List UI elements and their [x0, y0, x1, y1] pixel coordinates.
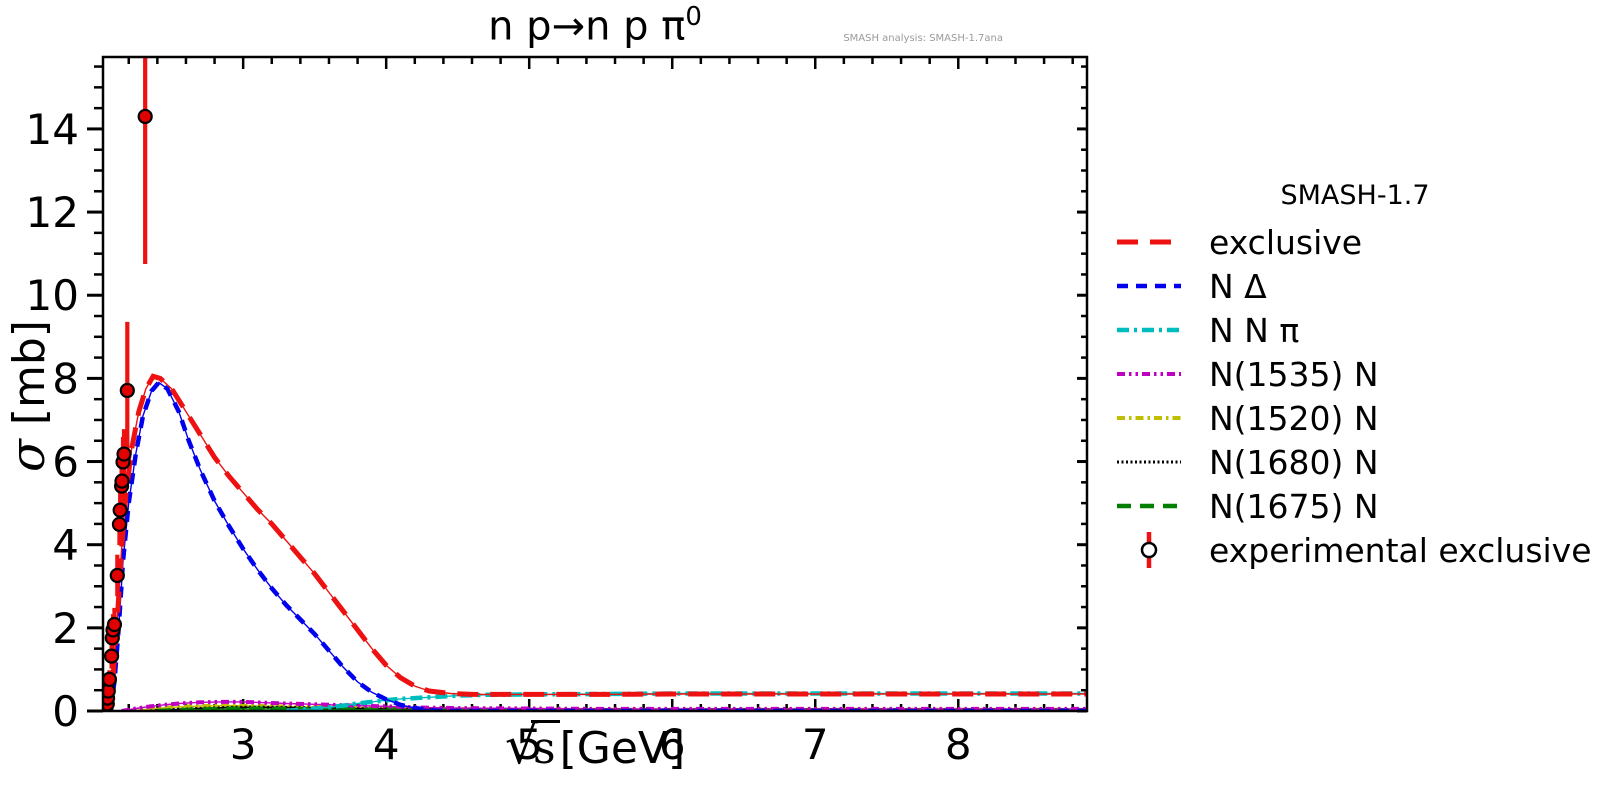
legend-item: N(1680) N — [1115, 440, 1585, 484]
y-tick-label: 10 — [26, 271, 79, 320]
legend-item-label: N(1680) N — [1209, 442, 1379, 482]
watermark-text: SMASH analysis: SMASH-1.7ana — [843, 33, 1003, 44]
x-tick-label: 3 — [230, 720, 257, 769]
legend-item-label: N(1675) N — [1209, 486, 1379, 526]
x-tick-label: 4 — [373, 720, 400, 769]
legend-item-label: N(1520) N — [1209, 398, 1379, 438]
y-tick-label: 2 — [52, 604, 79, 653]
legend-item-label: N Δ — [1209, 266, 1267, 306]
x-tick-label: 6 — [659, 720, 686, 769]
legend-item-label: exclusive — [1209, 222, 1363, 262]
legend-item: N Δ — [1115, 264, 1585, 308]
legend-item-label: N N π — [1209, 310, 1300, 350]
x-tick-label: 8 — [945, 720, 972, 769]
y-tick-label: 14 — [26, 105, 79, 154]
series-line-N(1535) N — [121, 699, 1087, 711]
data-point-marker — [112, 502, 128, 518]
legend-swatch-errorbar-marker — [1140, 532, 1158, 568]
legend-swatch-line — [1117, 416, 1181, 420]
data-point-marker — [111, 516, 128, 532]
legend-swatch-line — [1117, 239, 1181, 245]
chart-title-superscript: 0 — [685, 2, 702, 32]
legend-item: N(1675) N — [1115, 484, 1585, 528]
legend-item: N(1520) N — [1115, 396, 1585, 440]
plot-frame — [101, 55, 1089, 713]
data-point-marker — [114, 473, 130, 489]
series-underlay-N Δ — [109, 381, 1087, 711]
x-axis-label: √s[GeV] — [103, 716, 1087, 776]
legend-swatch-line — [1117, 460, 1181, 464]
series-line-exclusive — [106, 373, 1087, 711]
legend-item: exclusive — [1115, 220, 1585, 264]
data-point-marker — [116, 446, 132, 462]
data-point-marker — [106, 616, 123, 633]
legend-item: N N π — [1115, 308, 1585, 352]
legend-title: SMASH-1.7 — [1280, 180, 1430, 211]
y-axis-label-unit: [mb] — [4, 320, 55, 440]
data-point-marker — [137, 108, 153, 125]
legend-swatch-line — [1117, 503, 1181, 509]
legend-swatch-line — [1117, 372, 1181, 376]
data-point-marker — [103, 671, 118, 687]
x-axis-label-s: s — [530, 720, 560, 774]
x-tick-label: 5 — [516, 720, 543, 769]
chart-title-text: n p→n p π — [488, 3, 686, 50]
y-tick-label: 0 — [52, 687, 79, 736]
y-tick-label: 8 — [52, 354, 79, 403]
y-tick-label: 12 — [26, 188, 79, 237]
sqrt-icon: √ — [504, 716, 538, 776]
y-tick-label: 4 — [52, 521, 79, 570]
legend-item-label: N(1535) N — [1209, 354, 1379, 394]
y-axis-label-sigma: σ — [0, 439, 56, 472]
chart-title: n p→n p π0 — [103, 2, 1087, 49]
y-axis-label: σ [mb] — [0, 246, 56, 546]
legend-swatch-line — [1117, 283, 1181, 289]
series-line-N Δ — [107, 379, 1087, 711]
legend-item: N(1535) N — [1115, 352, 1585, 396]
y-tick-label: 6 — [52, 438, 79, 487]
data-point-marker — [109, 567, 125, 584]
x-tick-label: 7 — [802, 720, 829, 769]
legend-item: experimental exclusive — [1115, 528, 1592, 572]
series-underlay-exclusive — [108, 375, 1087, 711]
legend-swatch-line — [1117, 327, 1181, 333]
x-axis-label-unit: [GeV] — [559, 723, 686, 774]
data-point-marker — [103, 648, 120, 664]
data-point-marker — [119, 382, 135, 399]
legend-item-label: experimental exclusive — [1209, 530, 1592, 570]
